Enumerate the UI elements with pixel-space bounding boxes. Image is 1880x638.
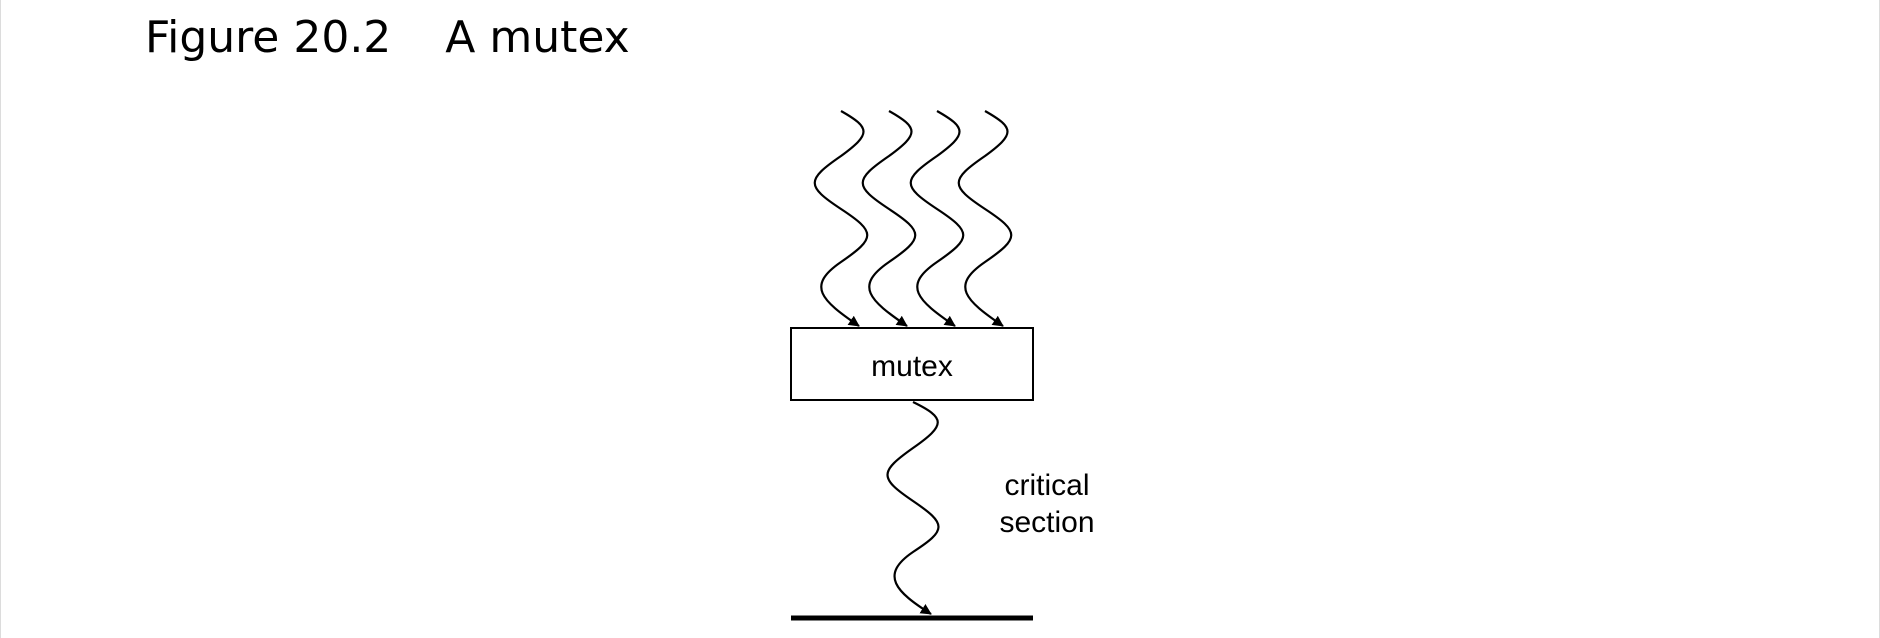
section-label: section [999, 506, 1094, 539]
mutex-box [790, 327, 1034, 401]
thread-arrow-4 [957, 110, 1013, 327]
thread-arrow-1 [813, 110, 869, 327]
figure-caption: Figure 20.2 A mutex [145, 10, 630, 66]
thread-arrow-2 [861, 110, 917, 327]
mutex-label: mutex [871, 350, 953, 383]
thread-arrow-3 [909, 110, 965, 327]
figure-title: A mutex [445, 12, 630, 63]
figure-number: Figure 20.2 [145, 12, 392, 63]
critical-label: critical [1004, 469, 1089, 502]
incoming-threads [813, 110, 1013, 327]
critical-section-arrow [886, 401, 940, 615]
